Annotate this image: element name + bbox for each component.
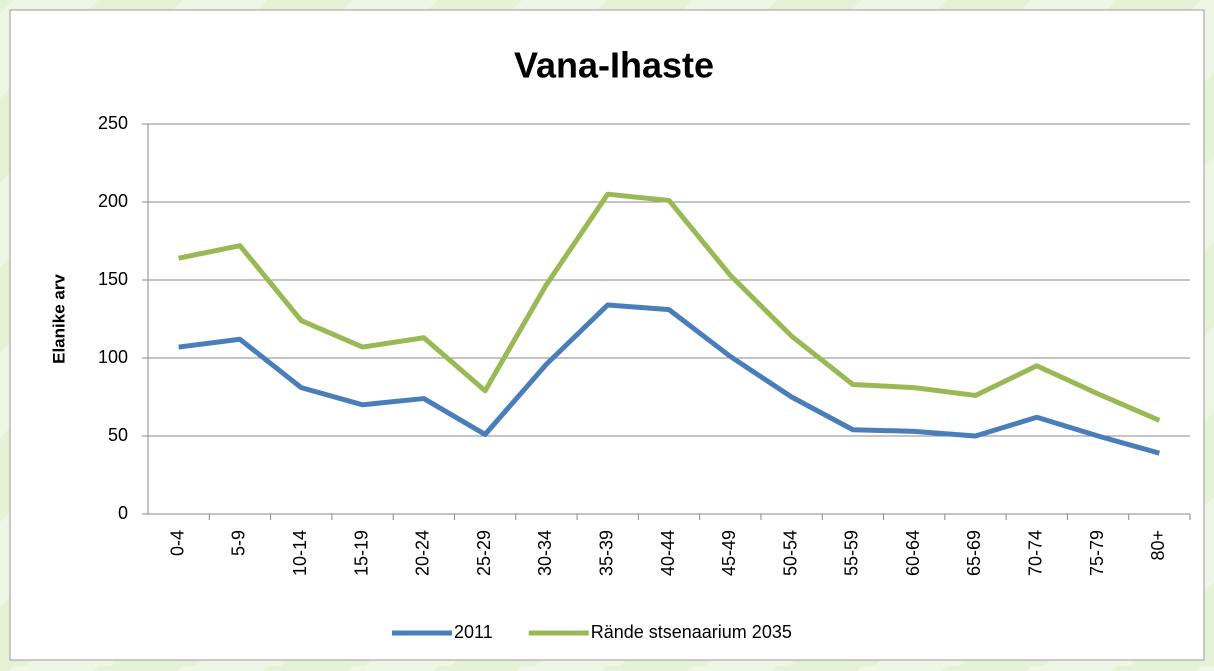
y-tick-label: 0	[118, 503, 128, 523]
x-tick-label: 75-79	[1087, 530, 1107, 576]
legend-label: Rände stsenaarium 2035	[591, 622, 792, 642]
y-tick-label: 200	[98, 191, 128, 211]
x-tick-label: 40-44	[658, 530, 678, 576]
x-tick-label: 0-4	[167, 530, 187, 556]
x-tick-label: 45-49	[719, 530, 739, 576]
y-axis-label: Elanike arv	[49, 274, 68, 364]
x-tick-label: 60-64	[903, 530, 923, 576]
y-tick-label: 50	[108, 425, 128, 445]
x-tick-label: 5-9	[229, 530, 249, 556]
line-series	[178, 191, 1161, 423]
x-tick-label: 15-19	[351, 530, 371, 576]
x-tick-label: 65-69	[964, 530, 984, 576]
line-series	[178, 302, 1161, 456]
x-tick-label: 25-29	[474, 530, 494, 576]
x-tick-label: 50-54	[780, 530, 800, 576]
x-tick-label: 30-34	[535, 530, 555, 576]
x-tick-label: 55-59	[842, 530, 862, 576]
x-tick-label: 10-14	[290, 530, 310, 576]
y-tick-label: 250	[98, 113, 128, 133]
x-tick-label: 20-24	[413, 530, 433, 576]
chart-title: Vana-Ihaste	[514, 45, 714, 86]
x-tick-label: 80+	[1148, 530, 1168, 561]
legend-label: 2011	[454, 622, 493, 642]
x-tick-label: 70-74	[1026, 530, 1046, 576]
chart-panel	[9, 9, 1205, 661]
x-tick-label: 35-39	[596, 530, 616, 576]
y-tick-label: 150	[98, 269, 128, 289]
y-tick-label: 100	[98, 347, 128, 367]
